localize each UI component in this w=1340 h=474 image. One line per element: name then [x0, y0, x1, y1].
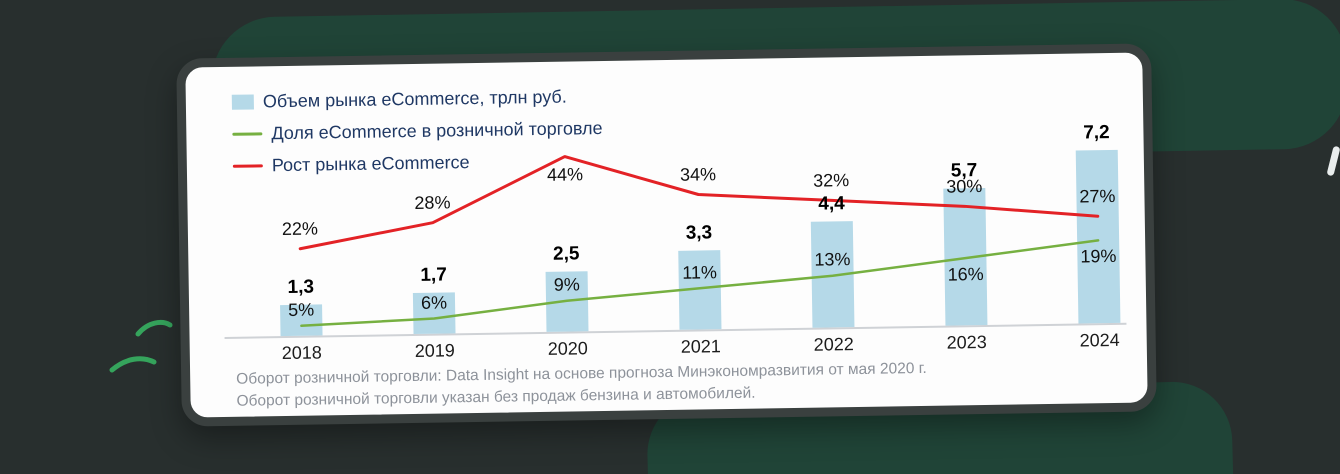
chart-card-content: Объем рынка eCommerce, трлн руб. Доля eC…: [185, 53, 1147, 418]
pct-label: 30%: [946, 176, 983, 197]
pct-label: 16%: [947, 263, 984, 285]
legend-label: Объем рынка eCommerce, трлн руб.: [262, 86, 567, 112]
legend-item-ecommerce-share: Доля eCommerce в розничной торговле: [232, 115, 603, 148]
pct-label: 34%: [679, 164, 717, 185]
chart-card: Объем рынка eCommerce, трлн руб. Доля eC…: [176, 43, 1157, 427]
bar-value-label: 4,4: [818, 193, 845, 216]
white-dash-accent: [1326, 145, 1340, 177]
bar-value-label: 1,7: [420, 264, 447, 287]
plot-area: 1,3 1,7 2,5 3,3 4,4 5,7 7,2 5% 6% 9% 11% 13% 16% 19% 2…: [185, 53, 1147, 418]
legend-label: Доля eCommerce в розничной торговле: [271, 117, 603, 144]
pct-label: 9%: [553, 274, 580, 295]
pct-label: 22%: [281, 218, 319, 240]
pct-label: 5%: [287, 299, 315, 320]
bar-value-label: 2,5: [552, 243, 580, 265]
legend-label: Рост рынка eCommerce: [271, 152, 470, 176]
pct-label: 6%: [420, 292, 448, 313]
green-stroke-accent-icon: [109, 319, 173, 373]
pct-label: 32%: [812, 170, 850, 191]
bar-value-label: 7,2: [1083, 122, 1110, 144]
chart-legend: Объем рынка eCommerce, трлн руб. Доля eC…: [231, 83, 604, 180]
bar-value-label: 1,3: [287, 276, 315, 298]
pct-label: 11%: [682, 262, 718, 283]
lines-layer: [298, 155, 1100, 327]
bar-swatch-icon: [231, 94, 254, 110]
pct-label: 13%: [814, 249, 851, 271]
pct-label: 28%: [414, 192, 451, 213]
red-line-swatch-icon: [232, 164, 263, 169]
bar-value-label: 3,3: [685, 222, 713, 244]
pct-label: 19%: [1080, 246, 1117, 267]
legend-item-market-volume: Объем рынка eCommerce, трлн руб.: [231, 83, 603, 116]
pct-label: 27%: [1079, 185, 1116, 207]
green-line-swatch-icon: [232, 132, 263, 137]
